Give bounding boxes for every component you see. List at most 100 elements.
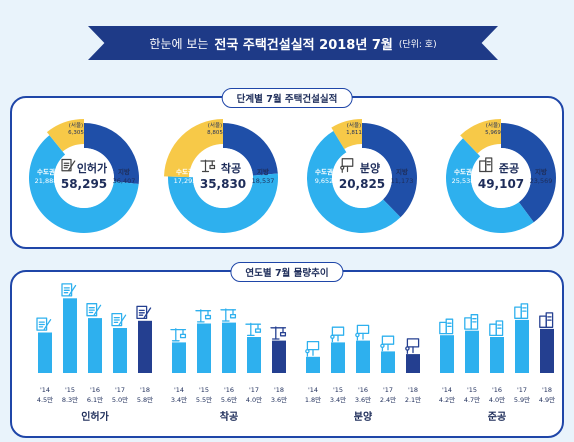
bar-value-label: 5.8만 [137,395,153,404]
donut-total: 35,830 [200,177,246,191]
x-tick-label: '18 [542,386,552,394]
bar-value-label: 5.5만 [196,395,212,404]
bar [406,354,420,373]
seoul-label: (서울) [347,121,361,129]
metro-label: 수도권 [454,167,472,176]
metro-label: 수도권 [315,167,333,176]
bar [247,337,261,373]
presentation-board-icon [330,326,345,343]
permit-document-icon [111,312,127,327]
donut-slice-seoul [460,119,501,154]
bar-value-label: 2.1만 [405,395,421,404]
bar [272,340,286,373]
bar-value-label: 5.0만 [112,395,128,404]
x-tick-label: '17 [249,386,259,394]
permit-document-icon [36,317,52,331]
x-tick-label: '14 [442,386,452,394]
metro-label: 수도권 [176,167,194,176]
donut-slice-seoul [46,119,84,152]
x-tick-label: '17 [517,386,527,394]
title-prefix: 한눈에 보는 [149,36,209,51]
building-icon [514,303,529,319]
donut-slice-metro [501,123,556,223]
donut-slice-local [306,131,401,234]
presentation-board-icon [380,335,395,352]
building-icon [489,320,504,337]
donut-slice-seoul [331,119,362,149]
bar [172,342,186,373]
x-tick-label: '18 [408,386,418,394]
donut-total: 20,825 [339,177,385,191]
metro-value: 9,652 [315,177,334,185]
bar-value-label: 4.0만 [489,395,505,404]
stage-results-panel: 단계별 7월 주택건설실적 인허가 58,295 수도권 21,888 지방 36,407… [10,88,564,249]
bar [515,319,529,373]
donut-slice-seoul [164,119,223,178]
donut-category-label: 착공 [221,161,241,175]
x-tick-label: '15 [199,386,209,394]
donut-category-label: 분양 [360,161,380,175]
metro-value: 17,293 [174,177,197,185]
donut-charts: 인허가58,295수도권21,888지방36,407(서울)6,305착공35,… [29,119,556,234]
x-tick-label: '16 [492,386,502,394]
bar-value-label: 6.1만 [87,395,103,404]
seoul-label: (서울) [486,121,500,129]
seoul-value: 5,969 [485,130,501,136]
local-value: 18,537 [252,177,275,185]
bar [440,335,454,373]
bar-value-label: 3.6만 [271,395,287,404]
local-label: 지방 [118,167,130,176]
crane-icon [245,322,262,337]
donut-slice-local [29,135,139,233]
bar [113,328,127,373]
x-tick-label: '14 [40,386,50,394]
local-value: 11,173 [391,177,414,185]
local-label: 지방 [535,167,547,176]
donut-slice-local [445,138,534,234]
donut-slice-metro [223,123,278,176]
x-tick-label: '15 [467,386,477,394]
bar [38,332,52,373]
bar-value-label: 3.6만 [355,395,371,404]
bar [465,330,479,373]
building-icon [479,157,493,173]
metro-label: 수도권 [37,167,55,176]
series-name: 인허가 [81,410,109,423]
x-tick-label: '17 [383,386,393,394]
series-name: 착공 [220,410,238,423]
seoul-value: 6,305 [68,130,84,136]
presentation-board-icon [355,324,370,341]
donut-total: 58,295 [61,177,107,191]
seoul-value: 1,811 [346,130,362,136]
bar-value-label: 4.9만 [539,395,555,404]
bar-charts: '144.5만'158.3만'166.1만'175.0만'185.8만인허가'1… [36,283,555,423]
bar [540,328,554,373]
permit-document-icon [61,158,76,172]
seoul-label: (서울) [69,121,83,129]
series-name: 준공 [488,411,506,423]
x-tick-label: '16 [90,386,100,394]
x-tick-label: '14 [174,386,184,394]
bar [222,322,236,373]
seoul-label: (서울) [208,121,222,129]
presentation-board-icon [405,338,420,354]
unit-label: (단위: 호) [398,39,437,50]
local-label: 지방 [396,167,408,176]
bar [138,320,152,373]
bar-value-label: 3.4만 [330,395,346,404]
yearly-trend-title: 연도별 7월 물량추이 [230,262,344,282]
presentation-board-icon [305,340,320,357]
bar [356,340,370,373]
bar-value-label: 4.2만 [439,395,455,404]
bar-value-label: 8.3만 [62,395,78,404]
seoul-value: 8,805 [207,130,223,136]
x-tick-label: '15 [333,386,343,394]
